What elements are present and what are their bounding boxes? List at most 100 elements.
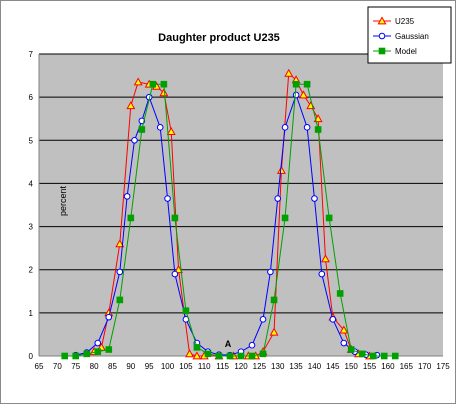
x-tick-label: 85 xyxy=(108,362,117,371)
data-point-model xyxy=(292,80,300,88)
data-point-gaussian xyxy=(340,339,348,347)
data-point-gaussian xyxy=(267,268,274,276)
data-point-u235 xyxy=(174,265,184,274)
legend-marker xyxy=(378,47,386,55)
x-tick-label: 165 xyxy=(400,362,414,371)
annotation-label: A xyxy=(225,339,232,349)
data-point-u235 xyxy=(185,349,195,358)
data-point-model xyxy=(193,344,201,351)
legend-item-u235: U235 xyxy=(373,16,415,26)
y-tick-label: 6 xyxy=(29,93,34,102)
data-point-u235 xyxy=(126,101,136,110)
data-point-model xyxy=(149,80,157,88)
y-tick-label: 1 xyxy=(29,309,34,318)
chart-title: Daughter product U235 xyxy=(158,32,280,44)
data-point-gaussian xyxy=(105,313,113,321)
x-tick-labels: 65 70 75 80 85 90 95 100 105 110 115 120 125 130 135 14… xyxy=(35,362,451,371)
data-point-model xyxy=(358,350,366,358)
data-point-u235 xyxy=(115,239,125,248)
y-tick-label: 2 xyxy=(29,266,34,275)
x-tick-label: 100 xyxy=(161,362,175,371)
data-point-model xyxy=(83,350,91,358)
data-point-gaussian xyxy=(164,195,171,202)
data-point-gaussian xyxy=(318,270,326,278)
data-point-model xyxy=(160,80,168,88)
data-point-model xyxy=(270,296,278,304)
y-tick-label: 5 xyxy=(29,136,34,145)
grid-lines xyxy=(39,53,443,314)
data-point-gaussian xyxy=(303,124,311,131)
data-point-model xyxy=(171,214,179,222)
data-point-gaussian xyxy=(281,124,289,131)
data-point-u235 xyxy=(192,351,202,360)
data-point-model xyxy=(226,352,234,360)
x-tick-label: 95 xyxy=(145,362,154,371)
legend-label: Gaussian xyxy=(395,32,429,41)
data-point-model xyxy=(94,348,102,355)
data-point-model xyxy=(248,352,256,360)
series-line-gaussian xyxy=(75,93,377,356)
x-tick-label: 110 xyxy=(198,362,211,371)
x-tick-label: 135 xyxy=(289,362,303,371)
data-point-u235 xyxy=(321,254,330,263)
y-axis-label: percent xyxy=(58,185,68,216)
legend-item-gaussian: Gaussian xyxy=(373,32,429,41)
series-model xyxy=(61,80,399,360)
data-point-model xyxy=(391,352,399,360)
y-tick-label: 3 xyxy=(29,223,34,232)
data-point-model xyxy=(259,350,267,358)
data-point-model xyxy=(61,352,69,360)
data-point-u235 xyxy=(269,327,279,336)
y-tick-label: 7 xyxy=(29,50,34,59)
x-tick-label: 90 xyxy=(126,362,135,371)
x-tick-label: 155 xyxy=(363,362,377,371)
data-point-u235 xyxy=(298,90,308,99)
data-point-model xyxy=(204,350,212,358)
data-point-gaussian xyxy=(94,339,102,347)
x-tick-label: 80 xyxy=(90,362,99,371)
x-tick-label: 65 xyxy=(35,362,44,371)
x-tick-label: 125 xyxy=(253,362,267,371)
data-point-gaussian xyxy=(329,316,337,323)
plot-area xyxy=(39,54,443,356)
data-point-gaussian xyxy=(292,91,300,99)
data-point-gaussian xyxy=(116,268,124,276)
data-point-gaussian xyxy=(259,316,267,323)
legend-label: U235 xyxy=(395,17,415,26)
y-tick-label: 4 xyxy=(29,179,34,188)
data-point-model xyxy=(116,296,124,304)
x-tick-label: 175 xyxy=(436,362,450,371)
data-point-gaussian xyxy=(171,270,179,278)
x-tick-label: 115 xyxy=(216,362,229,371)
data-point-model xyxy=(369,352,377,360)
x-tick-label: 105 xyxy=(179,362,193,371)
data-point-u235 xyxy=(284,68,294,77)
data-point-u235 xyxy=(313,114,323,123)
data-point-gaussian xyxy=(123,193,131,200)
y-tick-label: 0 xyxy=(29,352,34,361)
data-point-model xyxy=(127,214,135,222)
data-point-u235 xyxy=(166,127,176,136)
y-tick-labels: 0 1 2 3 4 5 6 7 xyxy=(29,50,34,361)
data-point-model xyxy=(336,290,344,297)
data-point-gaussian xyxy=(274,195,282,202)
x-tick-label: 130 xyxy=(271,362,285,371)
data-point-u235 xyxy=(276,165,286,174)
legend-marker xyxy=(378,32,386,40)
data-point-model xyxy=(215,352,223,360)
data-point-model xyxy=(380,352,388,360)
data-point-model xyxy=(325,214,333,222)
legend-marker xyxy=(377,16,387,25)
data-point-model xyxy=(72,352,80,360)
legend-label: Model xyxy=(395,47,417,56)
data-point-model xyxy=(281,214,289,222)
x-tick-label: 150 xyxy=(345,362,359,371)
data-point-u235 xyxy=(159,88,169,97)
data-point-model xyxy=(347,346,355,353)
x-tick-label: 70 xyxy=(53,362,62,371)
x-tick-label: 160 xyxy=(381,362,395,371)
data-point-model xyxy=(105,346,113,353)
x-tick-label: 120 xyxy=(234,362,248,371)
data-point-gaussian xyxy=(311,195,318,202)
